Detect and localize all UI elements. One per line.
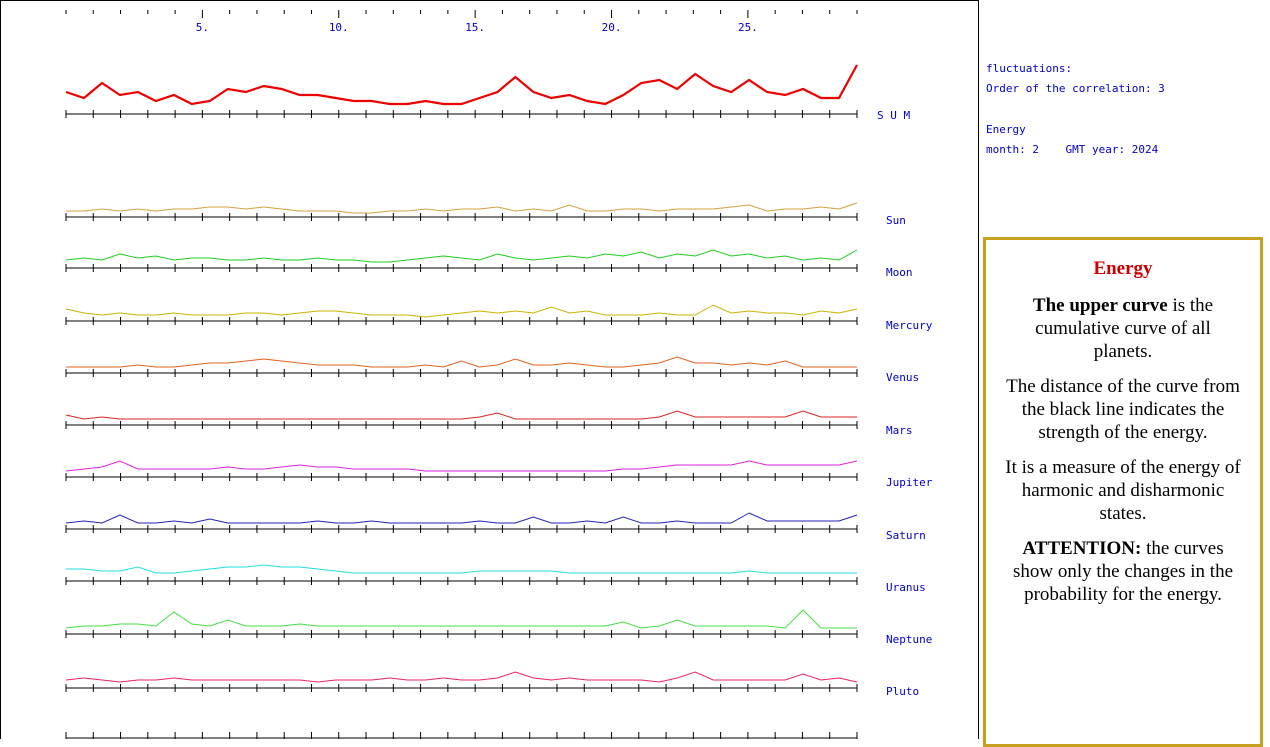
x-tick-label: 5.	[196, 21, 209, 34]
series-label: Saturn	[886, 529, 926, 542]
chart-border	[0, 0, 979, 739]
series-label: Pluto	[886, 685, 919, 698]
series-line	[66, 202, 858, 214]
series-label: Mercury	[886, 319, 933, 332]
upper-curve-text: is the cumulative curve of all planets.	[1035, 295, 1214, 362]
explanation-paragraph-3: It is a measure of the energy of harmoni…	[1005, 457, 1241, 524]
series-label: Moon	[886, 266, 913, 279]
x-tick-label: 10.	[329, 21, 349, 34]
series-label: Neptune	[886, 633, 932, 646]
explanation-paragraph-2: The distance of the curve from the black…	[1006, 376, 1240, 443]
series-label: Mars	[886, 424, 913, 437]
series-label: Uranus	[886, 581, 926, 594]
series-label: S U M	[877, 109, 910, 122]
attention-text: the curves show only the changes in the …	[1012, 538, 1234, 605]
series-label: Jupiter	[886, 476, 933, 489]
attention-label: ATTENTION:	[1022, 538, 1142, 559]
series-line	[65, 410, 857, 420]
chart-frame: 5. 10. 15. 20. 25. S U M Sun Moon Mercury Venus Ma…	[0, 0, 979, 739]
series-label: Venus	[886, 371, 919, 384]
info-fluctuations: fluctuations:	[986, 62, 1073, 75]
upper-curve-label: The upper curve	[1032, 295, 1168, 316]
explanation-box: Energy The upper curve is the cumulative…	[983, 237, 1263, 747]
explanation-paragraph-4: ATTENTION: the curves show only the chan…	[1004, 537, 1242, 606]
x-tick-label: 15.	[465, 21, 485, 34]
fluctuation-chart: 5. 10. 15. 20. 25. S U M Sun Moon Mercury Venus Ma…	[0, 0, 979, 739]
series-line	[65, 64, 858, 106]
series-line	[65, 671, 858, 683]
info-month-year: month: 2 GMT year: 2024	[986, 143, 1159, 156]
series-label: Sun	[886, 214, 906, 227]
series-line	[65, 249, 858, 263]
x-tick-label: 20.	[602, 21, 622, 34]
info-correlation-order: Order of the correlation: 3	[986, 82, 1165, 95]
series-line	[65, 512, 858, 524]
explanation-paragraph-1: The upper curve is the cumulative curve …	[1004, 294, 1242, 363]
series-line	[65, 460, 858, 472]
series-line	[65, 304, 858, 318]
info-energy: Energy	[986, 123, 1026, 136]
explanation-title: Energy	[1093, 258, 1153, 279]
series-line	[66, 356, 857, 368]
x-tick-label: 25.	[738, 21, 758, 34]
series-line	[65, 609, 857, 629]
series-line	[66, 564, 857, 574]
